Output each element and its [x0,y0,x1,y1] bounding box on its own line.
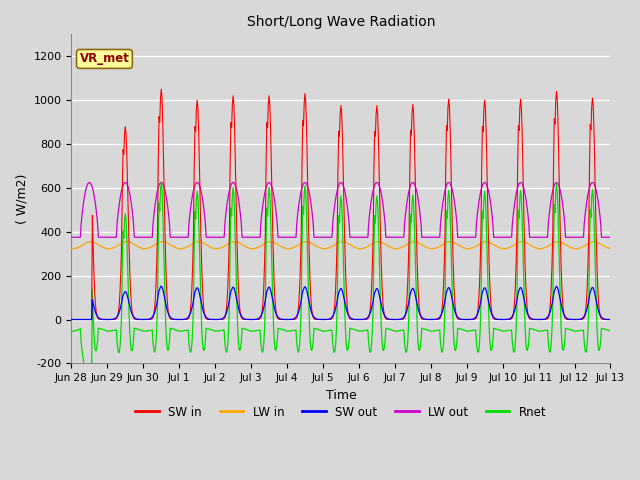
Legend: SW in, LW in, SW out, LW out, Rnet: SW in, LW in, SW out, LW out, Rnet [131,401,551,423]
Text: VR_met: VR_met [79,52,129,65]
Y-axis label: ( W/m2): ( W/m2) [15,174,28,224]
Title: Short/Long Wave Radiation: Short/Long Wave Radiation [246,15,435,29]
X-axis label: Time: Time [326,389,356,402]
